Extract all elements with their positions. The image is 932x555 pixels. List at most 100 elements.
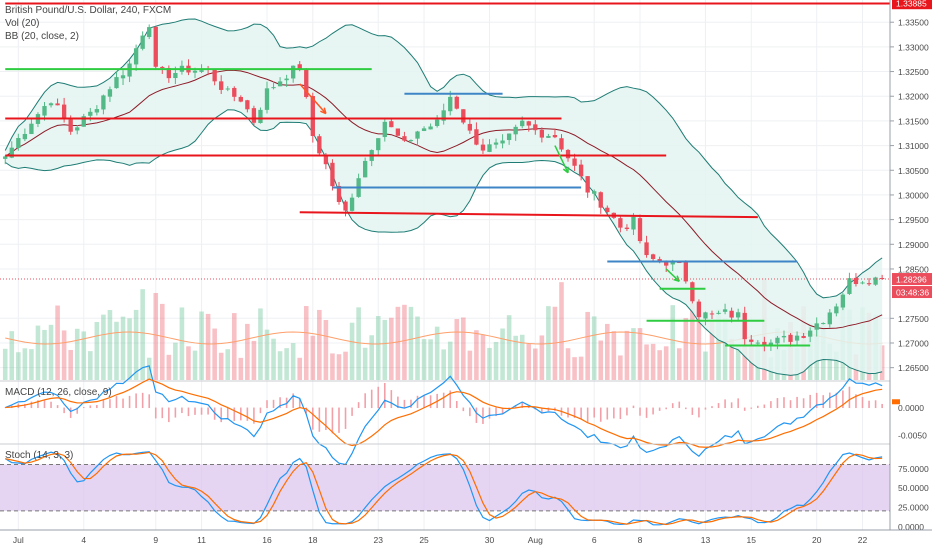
macd-tick-label: -0.0050: [898, 430, 927, 440]
macd-hist-bar: [338, 407, 340, 433]
candle: [716, 310, 721, 315]
candle: [212, 68, 217, 86]
volume-bar: [140, 289, 145, 380]
time-tick-label: 4: [81, 535, 86, 545]
top-level-badge: 1.33885: [896, 0, 927, 9]
macd-hist-bar: [743, 407, 746, 411]
candle-body: [840, 294, 846, 308]
volume-bar: [114, 321, 119, 380]
candle-body: [814, 323, 819, 330]
volume-bar: [722, 318, 728, 380]
candle: [552, 128, 558, 139]
volume-bar: [546, 306, 551, 380]
candle-body: [330, 162, 335, 187]
candle: [605, 205, 610, 214]
macd-signal-line: [5, 378, 883, 448]
volume-bar: [362, 347, 368, 380]
macd-hist-bar: [370, 389, 373, 409]
volume-bar: [245, 323, 250, 380]
volume-bar: [127, 318, 132, 380]
volume-bar: [218, 352, 224, 380]
volume-bar: [650, 343, 656, 380]
candle: [75, 125, 80, 135]
candle-body: [323, 154, 329, 165]
candle: [258, 107, 263, 124]
volume-bar: [369, 335, 374, 380]
macd-hist-bar: [730, 402, 733, 409]
macd-hist-bar: [711, 406, 713, 409]
candle-body: [284, 78, 289, 81]
macd-hist-bar: [482, 407, 484, 424]
time-tick-label: 25: [419, 535, 429, 545]
volume-bar: [703, 351, 708, 380]
price-tick-label: 1.31000: [898, 141, 929, 151]
candle: [16, 133, 21, 151]
macd-hist-bar: [423, 395, 425, 409]
macd-hist-bar: [606, 407, 609, 420]
candle-body: [690, 282, 695, 302]
price-tick-label: 1.30000: [898, 190, 929, 200]
candle: [821, 322, 826, 325]
time-tick-label: 8: [638, 535, 643, 545]
candle: [500, 134, 505, 149]
candle-body: [395, 128, 401, 136]
candle-body: [650, 254, 656, 259]
candle-body: [271, 87, 276, 89]
volume-bar: [735, 345, 741, 380]
candle: [29, 118, 34, 135]
volume-bar: [637, 328, 643, 380]
candle-body: [192, 70, 198, 73]
candle-body: [107, 89, 113, 97]
volume-bar: [284, 348, 289, 380]
candle-body: [749, 339, 754, 342]
candle-body: [120, 75, 126, 79]
candle: [690, 281, 695, 304]
macd-hist-bar: [148, 394, 151, 409]
macd-hist-bar: [305, 407, 308, 414]
volume-bar: [225, 349, 231, 380]
macd-hist-bar: [442, 392, 445, 409]
macd-hist-bar: [802, 398, 805, 409]
candle: [454, 95, 459, 110]
candle-body: [520, 120, 525, 127]
macd-hist-bar: [325, 407, 327, 431]
time-tick-label: Jul: [13, 535, 24, 545]
candle-body: [225, 88, 230, 90]
macd-hist-bar: [410, 399, 412, 409]
candle: [624, 224, 630, 232]
macd-hist-bar: [685, 407, 687, 410]
candle-body: [173, 72, 178, 79]
candle-body: [147, 27, 152, 37]
macd-hist-bar: [89, 405, 92, 409]
candle-body: [317, 136, 322, 154]
candle-body: [493, 142, 499, 145]
bollinger-basis-line: [4, 69, 883, 330]
price-tick-label: 1.26500: [898, 363, 929, 373]
volume-bar: [474, 330, 479, 380]
time-tick-label: 9: [153, 535, 158, 545]
macd-hist-bar: [783, 397, 785, 409]
candle: [801, 333, 806, 339]
macd-hist-bar: [220, 407, 222, 423]
macd-hist-bar: [881, 403, 883, 409]
candle-body: [722, 309, 728, 312]
macd-hist-bar: [50, 401, 52, 409]
candle: [814, 317, 819, 337]
candle-body: [533, 124, 538, 131]
candle: [794, 331, 800, 345]
candle: [264, 81, 270, 114]
candle: [317, 134, 322, 156]
candle-body: [448, 96, 453, 112]
candle-body: [297, 64, 302, 70]
candle-body: [382, 121, 387, 138]
macd-hist-bar: [128, 395, 131, 409]
macd-hist-bar: [573, 407, 576, 418]
candle: [382, 118, 387, 142]
macd-hist-bar: [43, 399, 46, 409]
candle-body: [310, 96, 315, 137]
volume-bar: [22, 348, 28, 380]
candle-body: [16, 138, 21, 148]
macd-hist-bar: [30, 401, 33, 409]
